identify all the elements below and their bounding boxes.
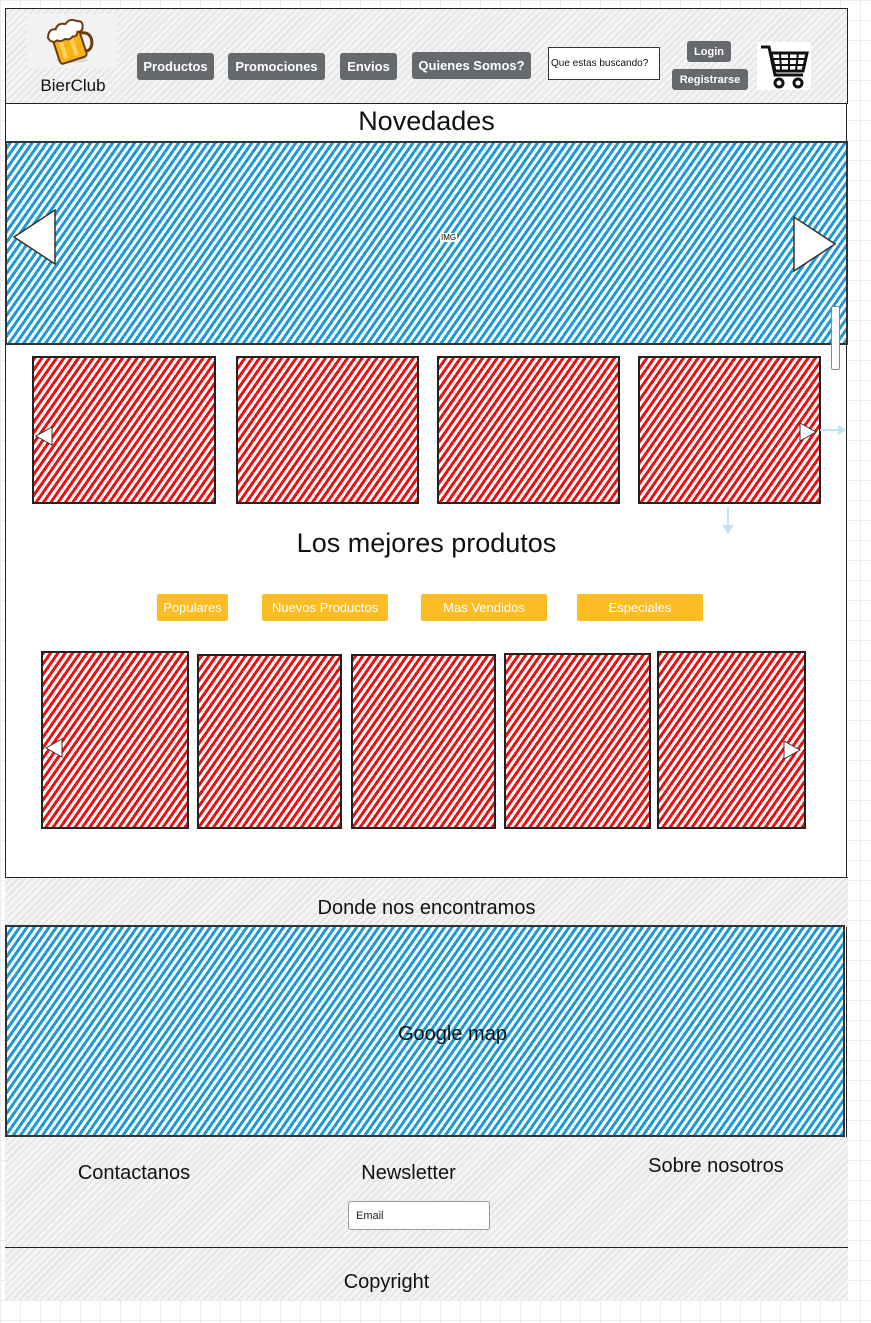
best-prev-arrow-icon[interactable]: [44, 737, 64, 759]
copyright-text: Copyright: [343, 1271, 430, 1293]
shopping-cart-icon: [761, 45, 809, 89]
cart-button[interactable]: [757, 42, 811, 90]
tab-populares[interactable]: Populares: [157, 594, 228, 621]
carousel-prev-arrow-icon[interactable]: [12, 208, 58, 266]
brand-name: BierClub: [40, 76, 106, 95]
novedades-product-card[interactable]: [236, 356, 419, 504]
best-next-arrow-icon[interactable]: [782, 739, 802, 761]
resize-handle-down-icon: [721, 507, 735, 535]
login-button[interactable]: Login: [687, 41, 731, 62]
tab-especiales[interactable]: Especiales: [577, 594, 703, 621]
image-placeholder-label: IMG: [440, 233, 458, 242]
contact-link[interactable]: Contactanos: [77, 1162, 191, 1184]
nav-quienes-somos-button[interactable]: Quienes Somos?: [412, 52, 531, 79]
copyright-bar: Copyright: [5, 1248, 848, 1300]
best-product-card[interactable]: [504, 653, 651, 829]
products-next-arrow-icon[interactable]: [798, 421, 818, 443]
google-map[interactable]: Google map: [5, 925, 845, 1137]
about-link[interactable]: Sobre nosotros: [648, 1155, 784, 1177]
search-input[interactable]: Que estas buscando?: [548, 47, 660, 80]
carousel-next-arrow-icon[interactable]: [792, 215, 838, 273]
novedades-product-card[interactable]: [32, 356, 216, 504]
map-label: Google map: [398, 1023, 507, 1045]
location-header: Donde nos encontramos: [5, 877, 848, 927]
email-input[interactable]: Email: [348, 1201, 490, 1230]
best-product-card[interactable]: [351, 654, 496, 829]
mejores-title: Los mejores produtos: [296, 528, 557, 558]
location-title: Donde nos encontramos: [317, 897, 536, 919]
novedades-product-card[interactable]: [437, 356, 620, 504]
best-product-card[interactable]: [197, 654, 342, 829]
scrollbar-thumb[interactable]: [831, 306, 840, 370]
logo[interactable]: [27, 14, 117, 68]
resize-handle-right-icon: [820, 424, 846, 436]
nav-productos-button[interactable]: Productos: [137, 53, 214, 80]
products-prev-arrow-icon[interactable]: [34, 425, 54, 447]
footer: [5, 1137, 848, 1248]
best-product-card[interactable]: [657, 651, 806, 829]
beer-mug-icon: [47, 18, 94, 65]
tab-nuevos-productos[interactable]: Nuevos Productos: [262, 594, 388, 621]
novedades-product-card[interactable]: [638, 356, 821, 504]
tab-mas-vendidos[interactable]: Mas Vendidos: [421, 594, 547, 621]
newsletter-title: Newsletter: [361, 1162, 456, 1184]
novedades-title: Novedades: [358, 106, 495, 136]
nav-promociones-button[interactable]: Promociones: [228, 53, 325, 80]
best-product-card[interactable]: [41, 651, 189, 829]
register-button[interactable]: Registrarse: [672, 69, 748, 90]
novedades-image: IMG: [5, 141, 848, 345]
nav-envios-button[interactable]: Envios: [340, 53, 397, 80]
